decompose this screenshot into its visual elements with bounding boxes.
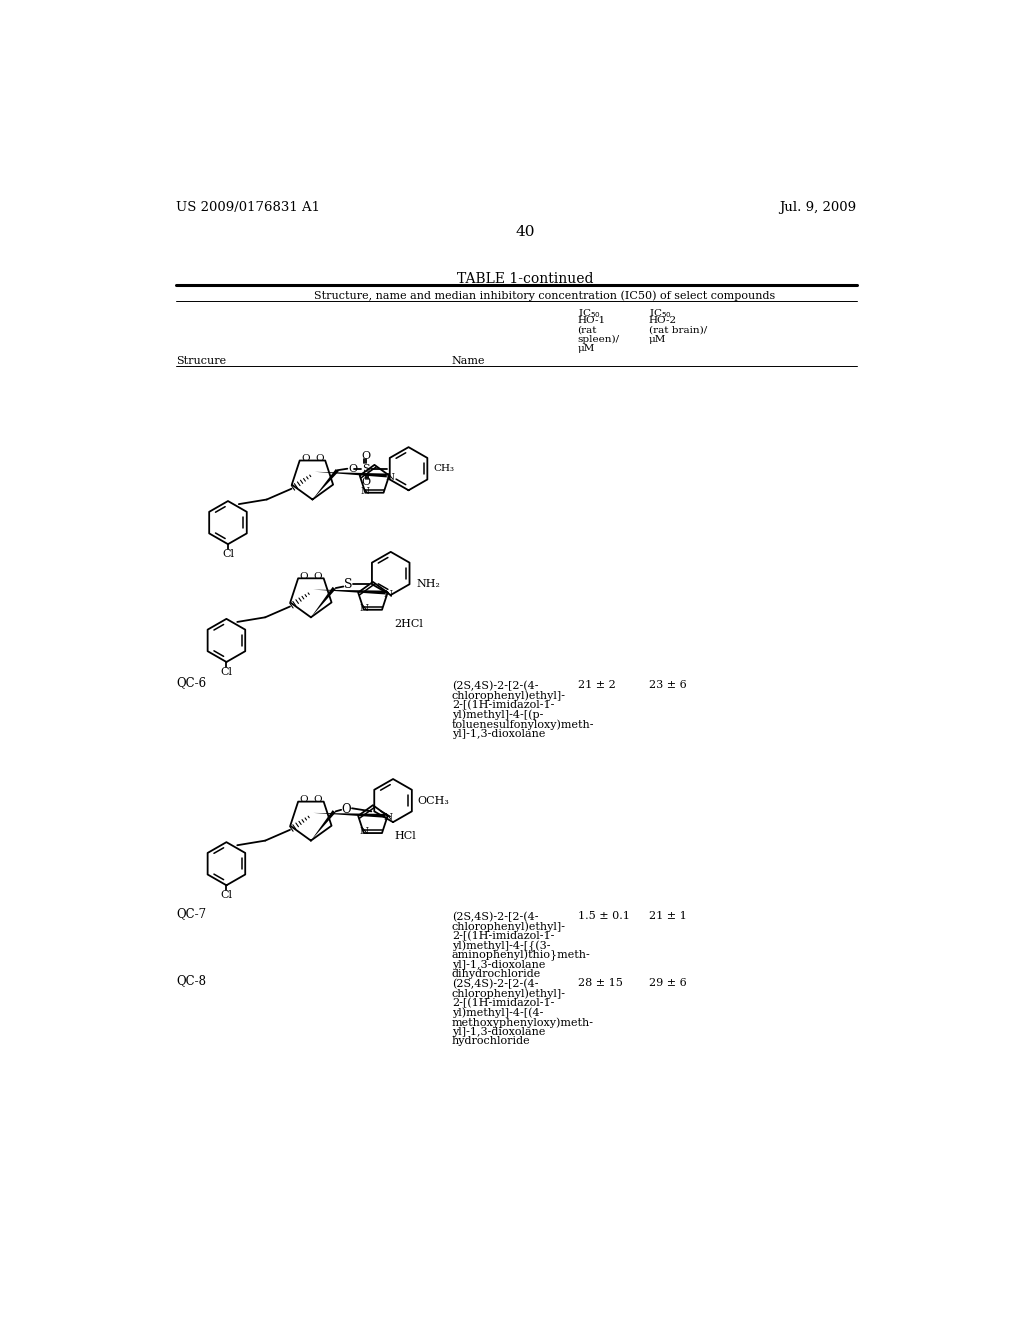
Text: 23 ± 6: 23 ± 6 (649, 681, 686, 690)
Text: (2S,4S)-2-[2-(4-: (2S,4S)-2-[2-(4- (452, 978, 539, 989)
Text: HO-2: HO-2 (649, 317, 677, 325)
Text: O: O (301, 454, 310, 463)
Text: O: O (361, 450, 371, 461)
Text: Cl: Cl (222, 549, 233, 558)
Text: O: O (313, 572, 323, 581)
Text: O: O (313, 795, 323, 804)
Text: US 2009/0176831 A1: US 2009/0176831 A1 (176, 201, 321, 214)
Text: yl]-1,3-dioxolane: yl]-1,3-dioxolane (452, 1027, 546, 1036)
Text: N: N (360, 487, 370, 495)
Polygon shape (312, 469, 339, 499)
Text: O: O (315, 454, 324, 463)
Text: QC-6: QC-6 (176, 677, 206, 689)
Text: CH₃: CH₃ (433, 465, 455, 473)
Polygon shape (313, 813, 385, 818)
Text: QC-8: QC-8 (176, 974, 206, 987)
Text: 21 ± 1: 21 ± 1 (649, 911, 686, 921)
Text: yl]-1,3-dioxolane: yl]-1,3-dioxolane (452, 960, 546, 970)
Text: (rat: (rat (578, 326, 597, 334)
Text: Cl: Cl (220, 667, 232, 677)
Text: Name: Name (452, 355, 485, 366)
Text: yl)methyl]-4-[{(3-: yl)methyl]-4-[{(3- (452, 940, 551, 952)
Text: N: N (384, 813, 393, 822)
Polygon shape (313, 590, 385, 594)
Text: (2S,4S)-2-[2-(4-: (2S,4S)-2-[2-(4- (452, 911, 539, 921)
Text: μM: μM (578, 345, 595, 352)
Text: HCl: HCl (394, 832, 417, 841)
Text: (rat brain)/: (rat brain)/ (649, 326, 707, 334)
Polygon shape (311, 810, 336, 841)
Text: μM: μM (649, 335, 667, 343)
Text: Structure, name and median inhibitory concentration (IC50) of select compounds: Structure, name and median inhibitory co… (314, 290, 775, 301)
Text: 2-[(1H-imidazol-1-: 2-[(1H-imidazol-1- (452, 931, 554, 941)
Text: 2-[(1H-imidazol-1-: 2-[(1H-imidazol-1- (452, 700, 554, 710)
Text: 2HCl: 2HCl (394, 619, 424, 630)
Text: O: O (300, 572, 308, 581)
Text: S: S (344, 578, 352, 591)
Text: toluenesulfonyloxy)meth-: toluenesulfonyloxy)meth- (452, 719, 595, 730)
Text: 2-[(1H-imidazol-1-: 2-[(1H-imidazol-1- (452, 998, 554, 1008)
Text: OCH₃: OCH₃ (418, 796, 450, 805)
Text: TABLE 1-continued: TABLE 1-continued (457, 272, 593, 286)
Text: Jul. 9, 2009: Jul. 9, 2009 (779, 201, 856, 214)
Text: yl)methyl]-4-[(4-: yl)methyl]-4-[(4- (452, 1007, 544, 1018)
Text: NH₂: NH₂ (417, 579, 440, 589)
Text: O: O (348, 463, 357, 474)
Text: 21 ± 2: 21 ± 2 (578, 681, 615, 690)
Text: Cl: Cl (220, 890, 232, 900)
Text: (2S,4S)-2-[2-(4-: (2S,4S)-2-[2-(4- (452, 681, 539, 690)
Text: HO-1: HO-1 (578, 317, 605, 325)
Text: chlorophenyl)ethyl]-: chlorophenyl)ethyl]- (452, 989, 566, 999)
Text: methoxyphenyloxy)meth-: methoxyphenyloxy)meth- (452, 1016, 594, 1027)
Text: Strucure: Strucure (176, 355, 226, 366)
Text: aminophenyl)thio}meth-: aminophenyl)thio}meth- (452, 950, 591, 961)
Text: N: N (384, 590, 393, 598)
Text: 29 ± 6: 29 ± 6 (649, 978, 686, 989)
Text: O: O (300, 795, 308, 804)
Text: IC$_{50}$: IC$_{50}$ (649, 308, 672, 319)
Text: chlorophenyl)ethyl]-: chlorophenyl)ethyl]- (452, 921, 566, 932)
Text: 1.5 ± 0.1: 1.5 ± 0.1 (578, 911, 630, 921)
Text: dihydrochloride: dihydrochloride (452, 969, 542, 979)
Text: hydrochloride: hydrochloride (452, 1036, 530, 1047)
Text: N: N (385, 473, 394, 482)
Text: O: O (342, 804, 351, 816)
Text: chlorophenyl)ethyl]-: chlorophenyl)ethyl]- (452, 690, 566, 701)
Text: IC$_{50}$: IC$_{50}$ (578, 308, 600, 319)
Text: 28 ± 15: 28 ± 15 (578, 978, 623, 989)
Text: yl]-1,3-dioxolane: yl]-1,3-dioxolane (452, 729, 546, 739)
Text: N: N (359, 826, 369, 836)
Text: O: O (361, 477, 371, 487)
Text: yl)methyl]-4-[(p-: yl)methyl]-4-[(p- (452, 709, 544, 719)
Text: 40: 40 (515, 226, 535, 239)
Text: QC-7: QC-7 (176, 907, 206, 920)
Text: N: N (359, 603, 369, 612)
Text: spleen)/: spleen)/ (578, 335, 620, 343)
Text: S: S (362, 463, 370, 474)
Polygon shape (311, 587, 336, 618)
Polygon shape (314, 471, 387, 478)
